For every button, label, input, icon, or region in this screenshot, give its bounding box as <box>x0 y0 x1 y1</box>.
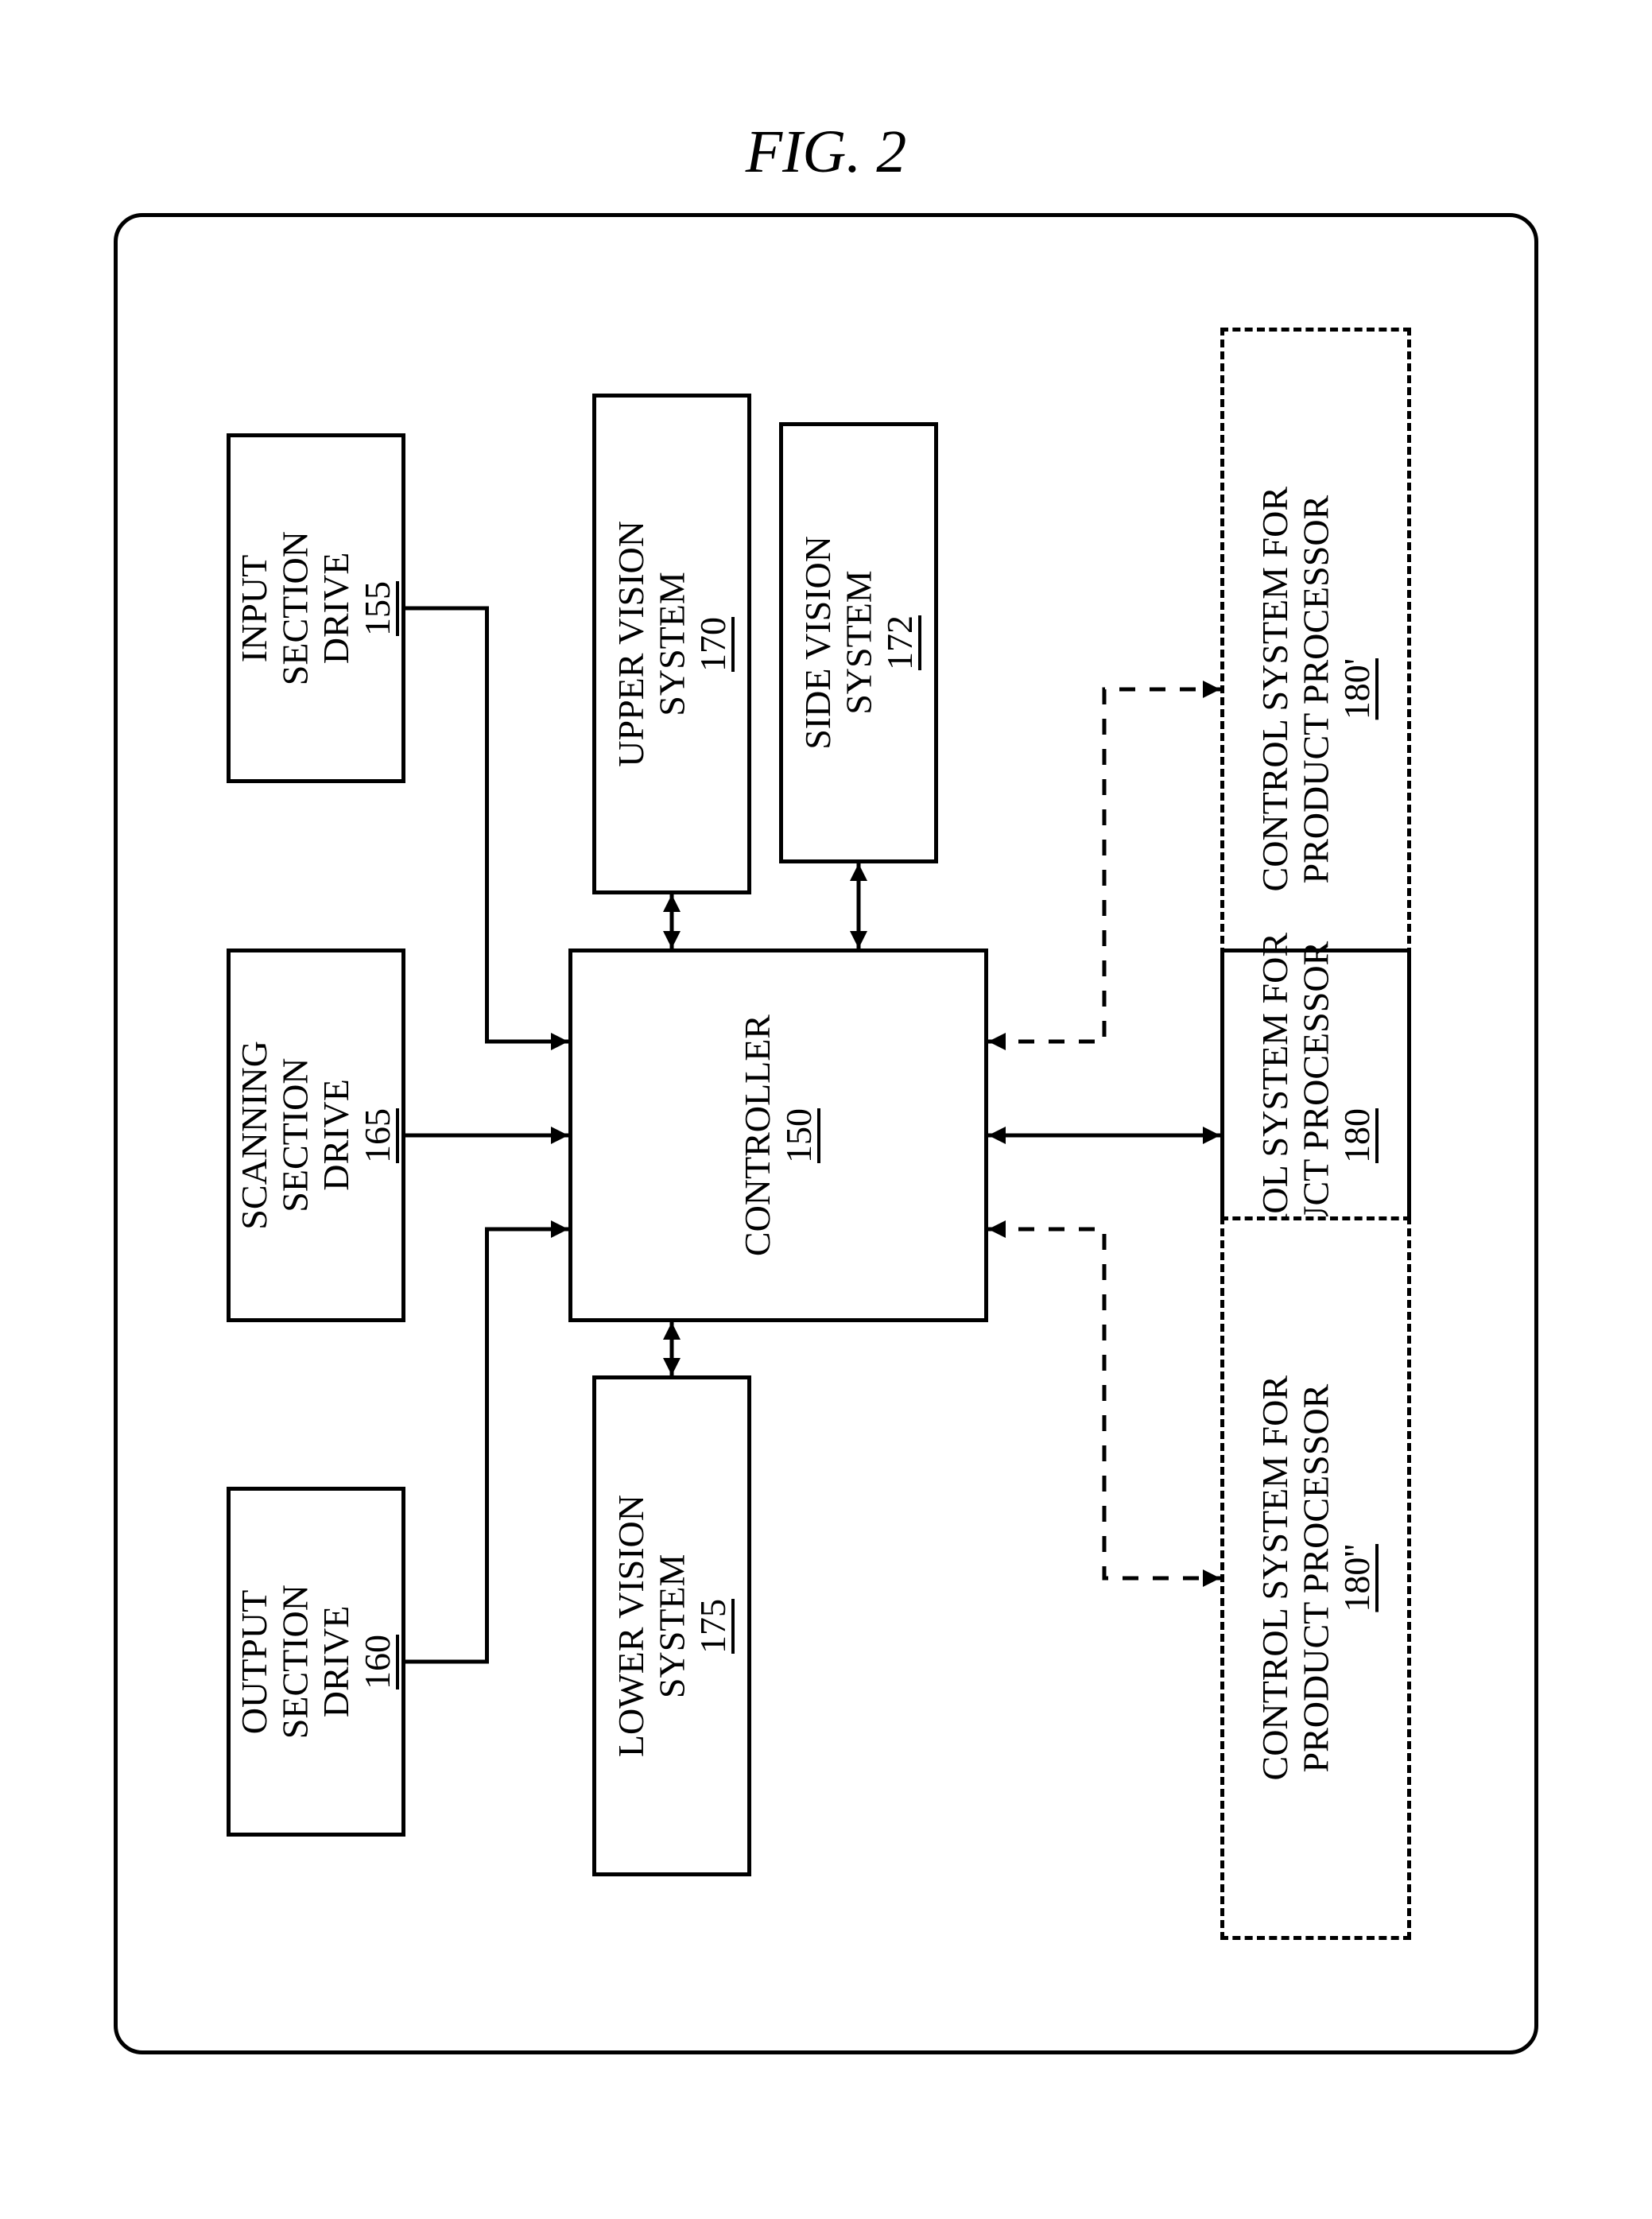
node-label: SIDE VISION SYSTEM <box>797 536 879 750</box>
node-ref: 170 <box>692 617 734 672</box>
node-ref: 180 <box>1336 1108 1378 1163</box>
node-label: SCANNING SECTION DRIVE <box>234 1041 357 1230</box>
node-control-system-180pp: CONTROL SYSTEM FOR PRODUCT PROCESSOR180'… <box>1220 1216 1411 1940</box>
node-label: LOWER VISION SYSTEM <box>611 1495 692 1757</box>
node-ref: 180' <box>1336 658 1378 720</box>
node-label: INPUT SECTION DRIVE <box>234 531 357 685</box>
node-ref: 175 <box>692 1599 734 1654</box>
node-upper-vision-system: UPPER VISION SYSTEM170 <box>592 394 751 894</box>
node-label: CONTROL SYSTEM FOR PRODUCT PROCESSOR <box>1255 487 1336 891</box>
node-label: CONTROL SYSTEM FOR PRODUCT PROCESSOR <box>1255 1375 1336 1780</box>
node-ref: 160 <box>357 1635 398 1689</box>
node-ref: 150 <box>778 1108 820 1163</box>
node-label: UPPER VISION SYSTEM <box>611 521 692 767</box>
node-ref: 180'' <box>1336 1544 1378 1612</box>
node-ref: 155 <box>357 581 398 636</box>
node-output-section-drive: OUTPUT SECTION DRIVE160 <box>227 1487 405 1837</box>
node-controller: CONTROLLER150 <box>568 949 988 1322</box>
node-ref: 165 <box>357 1108 398 1163</box>
node-side-vision-system: SIDE VISION SYSTEM172 <box>779 422 938 863</box>
node-lower-vision-system: LOWER VISION SYSTEM175 <box>592 1375 751 1876</box>
node-input-section-drive: INPUT SECTION DRIVE155 <box>227 433 405 783</box>
node-label: OUTPUT SECTION DRIVE <box>234 1585 357 1739</box>
node-ref: 172 <box>879 615 921 670</box>
node-scanning-section-drive: SCANNING SECTION DRIVE165 <box>227 949 405 1322</box>
node-label: CONTROLLER <box>737 1014 778 1256</box>
figure-title: FIG. 2 <box>0 118 1652 187</box>
